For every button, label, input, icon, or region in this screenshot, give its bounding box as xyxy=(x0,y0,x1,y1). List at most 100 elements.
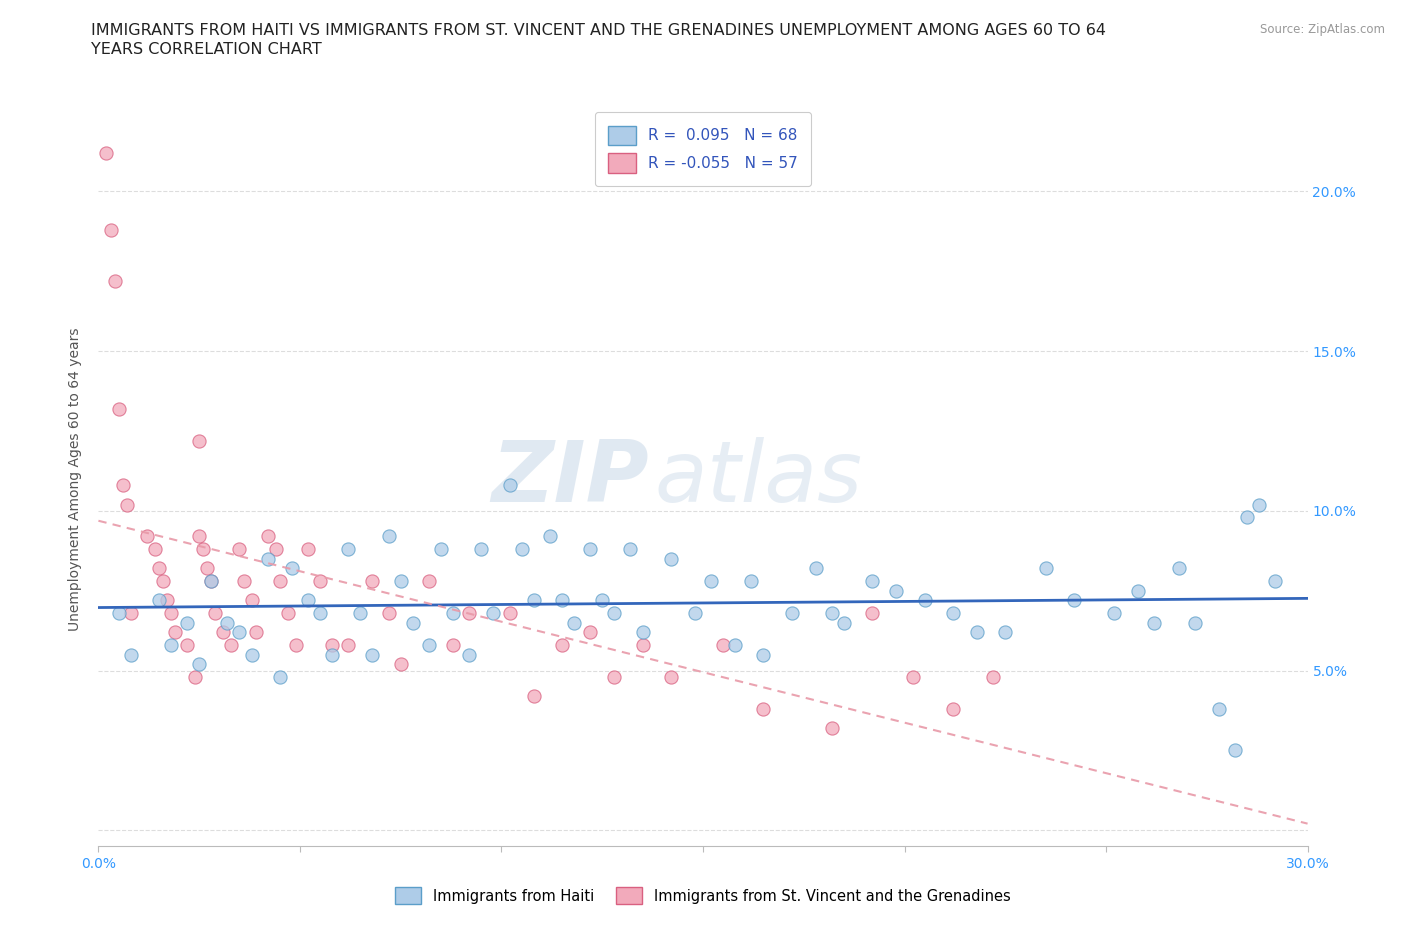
Point xyxy=(228,542,250,557)
Point xyxy=(418,638,440,653)
Point xyxy=(1264,574,1286,589)
Point xyxy=(724,638,747,653)
Point xyxy=(1035,561,1057,576)
Point xyxy=(377,605,399,620)
Point xyxy=(482,605,505,620)
Point xyxy=(780,605,803,620)
Point xyxy=(1128,583,1150,598)
Point xyxy=(389,574,412,589)
Point xyxy=(470,542,492,557)
Point xyxy=(120,605,142,620)
Point xyxy=(188,529,211,544)
Point xyxy=(603,605,626,620)
Point xyxy=(418,574,440,589)
Point xyxy=(1167,561,1189,576)
Point xyxy=(281,561,304,576)
Text: Source: ZipAtlas.com: Source: ZipAtlas.com xyxy=(1260,23,1385,36)
Point xyxy=(240,647,263,662)
Point xyxy=(441,605,464,620)
Y-axis label: Unemployment Among Ages 60 to 64 years: Unemployment Among Ages 60 to 64 years xyxy=(69,327,83,631)
Point xyxy=(163,625,186,640)
Point xyxy=(804,561,827,576)
Point xyxy=(579,625,602,640)
Point xyxy=(603,670,626,684)
Point xyxy=(942,605,965,620)
Point xyxy=(523,689,546,704)
Point xyxy=(200,574,222,589)
Point xyxy=(498,478,520,493)
Point xyxy=(188,657,211,671)
Point xyxy=(389,657,412,671)
Point xyxy=(228,625,250,640)
Point xyxy=(579,542,602,557)
Point xyxy=(458,647,481,662)
Point xyxy=(337,542,360,557)
Point xyxy=(148,561,170,576)
Point xyxy=(860,605,883,620)
Point xyxy=(994,625,1017,640)
Point xyxy=(309,574,332,589)
Point xyxy=(752,701,775,716)
Point xyxy=(832,616,855,631)
Point xyxy=(966,625,988,640)
Point xyxy=(107,605,129,620)
Point xyxy=(1063,593,1085,608)
Point xyxy=(148,593,170,608)
Point xyxy=(284,638,307,653)
Text: YEARS CORRELATION CHART: YEARS CORRELATION CHART xyxy=(91,42,322,57)
Point xyxy=(631,625,654,640)
Point xyxy=(740,574,762,589)
Point xyxy=(232,574,254,589)
Point xyxy=(538,529,561,544)
Point xyxy=(1208,701,1230,716)
Point xyxy=(120,647,142,662)
Point xyxy=(337,638,360,653)
Point xyxy=(659,670,682,684)
Point xyxy=(821,605,844,620)
Point xyxy=(619,542,641,557)
Point xyxy=(184,670,207,684)
Point xyxy=(200,574,222,589)
Point xyxy=(430,542,453,557)
Point xyxy=(901,670,924,684)
Point xyxy=(860,574,883,589)
Point xyxy=(914,593,936,608)
Point xyxy=(256,529,278,544)
Point xyxy=(458,605,481,620)
Text: ZIP: ZIP xyxy=(491,437,648,521)
Point xyxy=(217,616,239,631)
Point xyxy=(204,605,226,620)
Point xyxy=(700,574,723,589)
Point xyxy=(523,593,546,608)
Point xyxy=(441,638,464,653)
Point xyxy=(1143,616,1166,631)
Point xyxy=(176,638,198,653)
Point xyxy=(551,638,574,653)
Point xyxy=(240,593,263,608)
Point xyxy=(551,593,574,608)
Point xyxy=(510,542,533,557)
Point xyxy=(245,625,267,640)
Point xyxy=(1102,605,1125,620)
Point xyxy=(111,478,134,493)
Point xyxy=(107,401,129,416)
Point xyxy=(377,529,399,544)
Point xyxy=(193,542,215,557)
Legend: R =  0.095   N = 68, R = -0.055   N = 57: R = 0.095 N = 68, R = -0.055 N = 57 xyxy=(595,112,811,186)
Point xyxy=(1184,616,1206,631)
Point xyxy=(269,574,291,589)
Point xyxy=(1223,743,1246,758)
Point xyxy=(221,638,243,653)
Point xyxy=(103,273,125,288)
Point xyxy=(264,542,287,557)
Point xyxy=(942,701,965,716)
Point xyxy=(297,542,319,557)
Point xyxy=(349,605,371,620)
Point xyxy=(115,497,138,512)
Point xyxy=(361,647,384,662)
Legend: Immigrants from Haiti, Immigrants from St. Vincent and the Grenadines: Immigrants from Haiti, Immigrants from S… xyxy=(388,880,1018,911)
Point xyxy=(135,529,157,544)
Point xyxy=(1249,497,1271,512)
Point xyxy=(143,542,166,557)
Text: IMMIGRANTS FROM HAITI VS IMMIGRANTS FROM ST. VINCENT AND THE GRENADINES UNEMPLOY: IMMIGRANTS FROM HAITI VS IMMIGRANTS FROM… xyxy=(91,23,1107,38)
